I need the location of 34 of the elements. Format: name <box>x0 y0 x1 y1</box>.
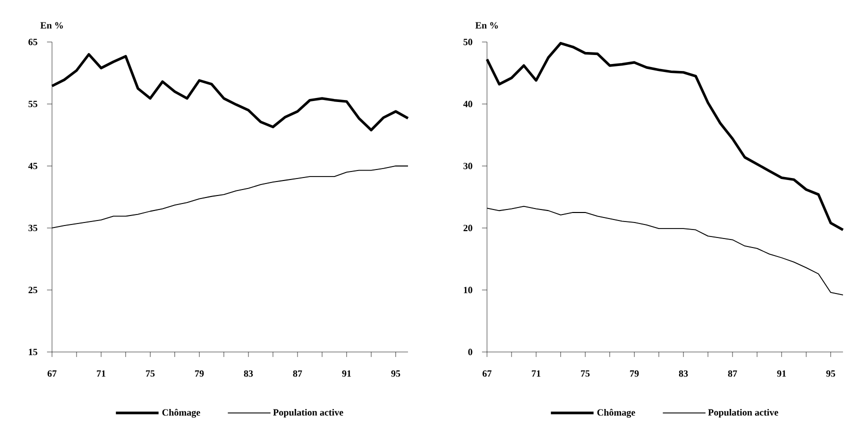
y-tick-label: 40 <box>463 100 472 108</box>
y-axis-title: En % <box>40 22 63 29</box>
x-tick-label: 91 <box>342 370 351 377</box>
y-tick-label: 35 <box>28 224 38 232</box>
x-tick-label: 75 <box>146 370 155 377</box>
x-tick-label: 95 <box>826 370 836 377</box>
x-tick-label: 91 <box>777 370 786 377</box>
y-axis-title: En % <box>475 22 498 29</box>
legend-label: Chômage <box>597 408 636 418</box>
y-tick-label: 0 <box>468 348 472 356</box>
y-tick-label: 65 <box>28 38 38 46</box>
x-tick-label: 67 <box>48 370 57 377</box>
x-tick-label: 79 <box>195 370 204 377</box>
x-tick-label: 87 <box>728 370 738 377</box>
x-tick-label: 87 <box>293 370 302 377</box>
x-tick-label: 83 <box>244 370 253 377</box>
y-tick-label: 20 <box>464 224 472 232</box>
x-tick-label: 71 <box>96 370 106 377</box>
y-tick-label: 45 <box>28 162 38 170</box>
x-tick-label: 79 <box>630 370 639 377</box>
x-tick-label: 95 <box>391 370 400 377</box>
y-tick-label: 30 <box>464 162 472 170</box>
y-tick-label: 15 <box>28 348 38 356</box>
x-tick-label: 67 <box>482 370 492 377</box>
legend-label: Population active <box>273 408 344 418</box>
y-tick-label: 55 <box>28 100 38 108</box>
y-tick-label: 25 <box>28 286 38 294</box>
x-tick-label: 75 <box>581 370 590 377</box>
x-tick-label: 83 <box>678 370 688 377</box>
y-tick-label: 50 <box>464 38 472 46</box>
y-tick-label: 10 <box>464 286 472 294</box>
legend-label: Chômage <box>162 408 200 418</box>
x-tick-label: 71 <box>532 370 540 377</box>
legend-label: Population active <box>708 408 778 418</box>
